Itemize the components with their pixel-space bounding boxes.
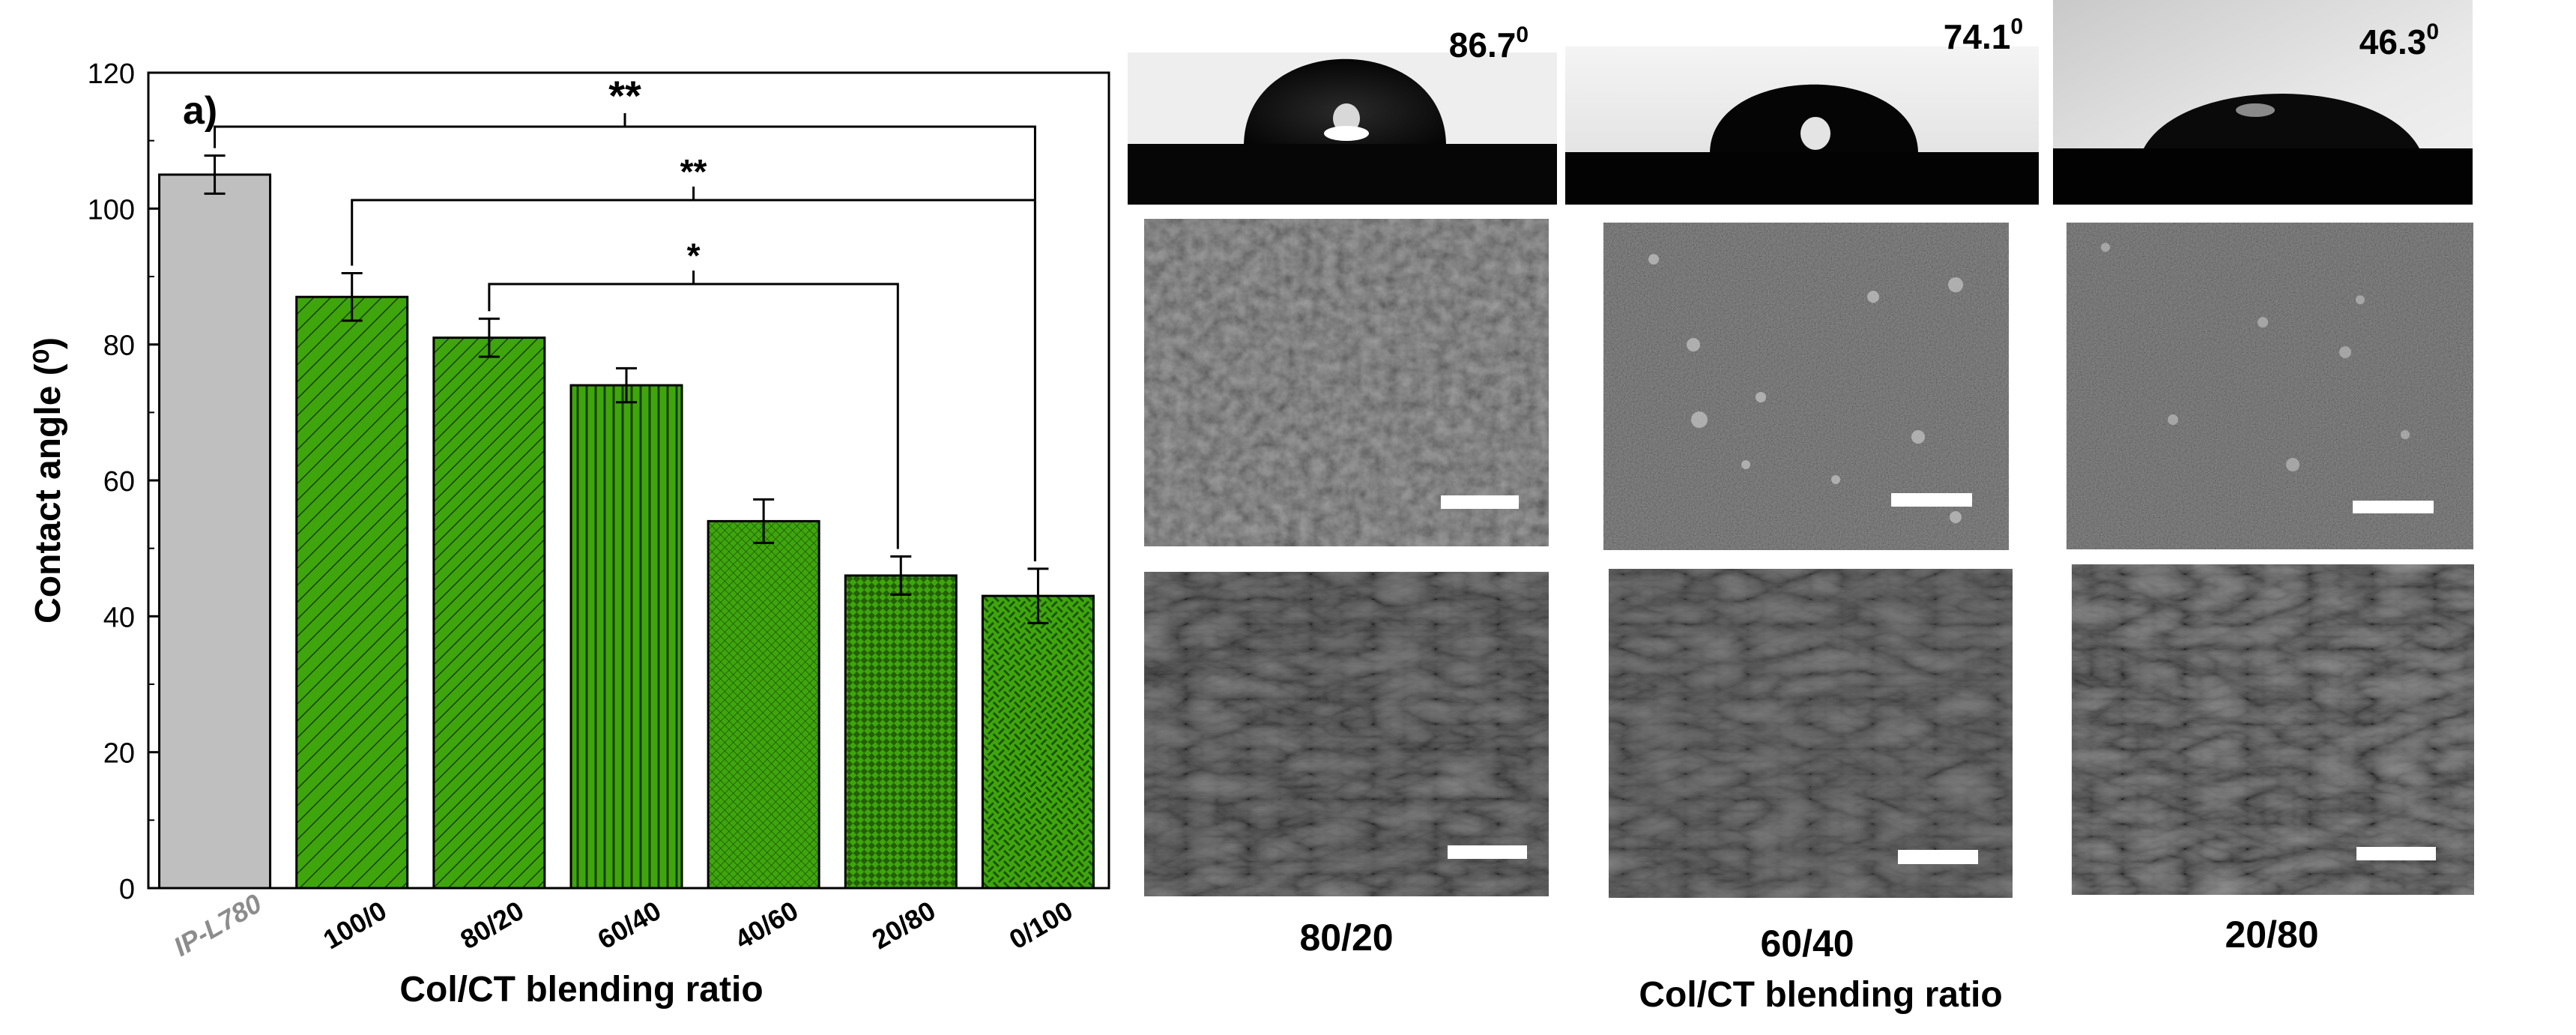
scale-bar: [1441, 495, 1519, 509]
x-tick-label-80-20: 80/20: [455, 895, 529, 956]
y-tick-label: 60: [103, 466, 135, 498]
angle-value-60-40: 74.1: [1944, 17, 2011, 56]
error-bar-20-80: [890, 555, 912, 596]
y-axis-title-text: Contact angle (⁰): [28, 337, 68, 624]
x-axis: IP-L780 100/0 80/20 60/40 40/60 20/80 0/100: [169, 887, 1078, 962]
error-bar-0-100: [1027, 567, 1049, 624]
angle-value-80-20: 86.7: [1449, 25, 1517, 64]
droplet-image-60-40: [1565, 46, 2039, 205]
error-bar-ip-l780: [204, 154, 226, 195]
contact-angle-label-60-40: 74.10: [1944, 14, 2023, 56]
significance-brackets: *****: [214, 72, 1036, 561]
error-bar-100-0: [341, 271, 363, 322]
bar-0-100: [981, 594, 1095, 890]
y-tick-label: 0: [119, 874, 135, 905]
error-bar-40-60: [753, 498, 775, 544]
x-tick-label-40-60: 40/60: [730, 895, 804, 956]
y-tick-label: 20: [103, 738, 135, 770]
panel-b-x-axis-title: Col/CT blending ratio: [1639, 975, 2002, 1015]
y-tick-label: 120: [88, 58, 135, 90]
x-axis-title: Col/CT blending ratio: [399, 970, 763, 1010]
contact-angle-label-20-80: 46.30: [2359, 19, 2439, 61]
degree-mark-20-80: 0: [2426, 19, 2439, 44]
ratio-label-80-20: 80/20: [1299, 917, 1393, 959]
x-tick-label-0-100: 0/100: [1004, 895, 1078, 956]
y-tick-label: 100: [88, 194, 135, 226]
error-bars: [204, 154, 1049, 624]
degree-mark-60-40: 0: [2010, 14, 2023, 39]
sem-surface-80-20: [1144, 219, 1549, 546]
sem-cells-80-20: [1144, 572, 1549, 896]
ratio-label-60-40: 60/40: [1760, 923, 1854, 965]
panel-a-label: a): [183, 89, 217, 133]
sem-cells-20-80: [2072, 564, 2474, 895]
scale-bar: [1891, 493, 1972, 507]
x-tick-label-60-40: 60/40: [592, 895, 666, 956]
x-tick-label-20-80: 20/80: [867, 895, 941, 956]
droplet-image-80-20: [1128, 52, 1557, 205]
panel-b: b) 86.70 80/20 74.10: [1128, 0, 2474, 1015]
scale-bar: [2353, 501, 2434, 513]
y-axis: 0 20 40 60 80 100 120: [88, 58, 159, 905]
bar-40-60: [707, 519, 820, 890]
y-axis-title: Contact angle (⁰): [28, 337, 68, 624]
x-tick-label-ip-l780: IP-L780: [169, 887, 267, 962]
contact-angle-label-80-20: 86.70: [1449, 22, 1529, 64]
y-tick-label: 40: [103, 602, 135, 633]
scale-bar: [1898, 850, 1978, 864]
significance-bracket: [351, 187, 1036, 561]
degree-mark-80-20: 0: [1516, 22, 1529, 47]
significance-label: **: [608, 72, 641, 119]
bars: [158, 173, 1095, 890]
significance-bracket: [488, 271, 899, 549]
bar-20-80: [844, 574, 958, 890]
scale-bar: [1448, 845, 1527, 859]
bar-80-20: [432, 337, 546, 890]
error-bar-60-40: [616, 366, 637, 404]
ratio-label-20-80: 20/80: [2225, 914, 2318, 956]
bar-ip-l780: [158, 173, 272, 890]
significance-label: **: [680, 152, 707, 191]
scale-bar: [2356, 847, 2436, 860]
error-bar-80-20: [478, 317, 500, 358]
sem-surface-60-40: [1603, 223, 2009, 550]
angle-value-20-80: 46.3: [2359, 22, 2427, 61]
sem-cells-60-40: [1609, 569, 2013, 898]
x-tick-label-100-0: 100/0: [318, 895, 392, 956]
bar-100-0: [295, 295, 409, 890]
significance-label: *: [687, 236, 701, 275]
bar-60-40: [569, 384, 683, 890]
sem-surface-20-80: [2066, 223, 2473, 549]
y-tick-label: 80: [103, 331, 135, 362]
droplet-image-20-80: [2053, 0, 2473, 205]
